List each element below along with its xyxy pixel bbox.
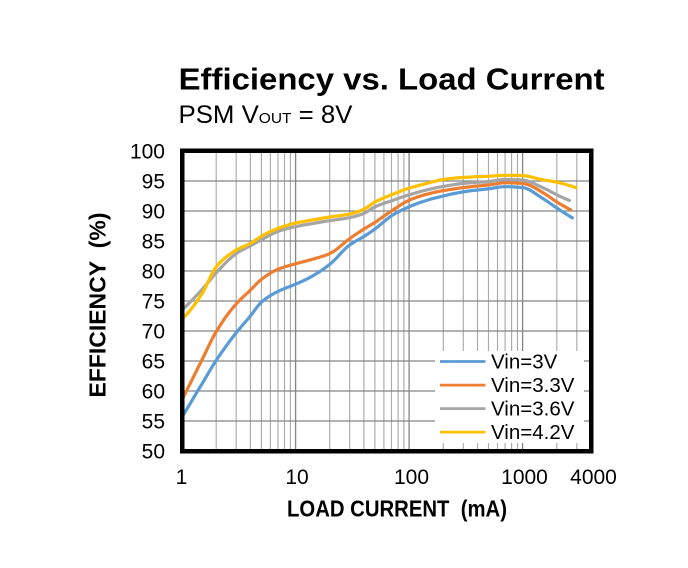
svg-text:LOAD CURRENT (mA): LOAD CURRENT (mA) [287, 496, 507, 522]
svg-text:100: 100 [394, 466, 429, 489]
svg-text:Efficiency vs. Load Current: Efficiency vs. Load Current [179, 62, 605, 97]
svg-text:70: 70 [142, 320, 165, 343]
svg-text:4000: 4000 [570, 466, 617, 489]
svg-text:Vin=3.3V: Vin=3.3V [491, 374, 575, 397]
svg-text:90: 90 [142, 200, 165, 223]
svg-text:Vin=3.6V: Vin=3.6V [491, 398, 575, 421]
svg-text:60: 60 [142, 380, 165, 403]
svg-text:75: 75 [142, 290, 165, 313]
svg-text:65: 65 [142, 350, 165, 373]
svg-text:EFFICIENCY (%): EFFICIENCY (%) [85, 213, 111, 398]
svg-text:10: 10 [285, 466, 308, 489]
svg-text:55: 55 [142, 410, 165, 433]
svg-text:Vin=3V: Vin=3V [491, 351, 558, 374]
svg-text:95: 95 [142, 170, 165, 193]
svg-text:85: 85 [142, 230, 165, 253]
svg-text:Vin=4.2V: Vin=4.2V [491, 421, 575, 444]
svg-text:1: 1 [176, 466, 188, 489]
svg-text:1000: 1000 [501, 466, 548, 489]
svg-text:50: 50 [142, 440, 165, 463]
svg-text:80: 80 [142, 260, 165, 283]
svg-text:100: 100 [130, 140, 165, 163]
